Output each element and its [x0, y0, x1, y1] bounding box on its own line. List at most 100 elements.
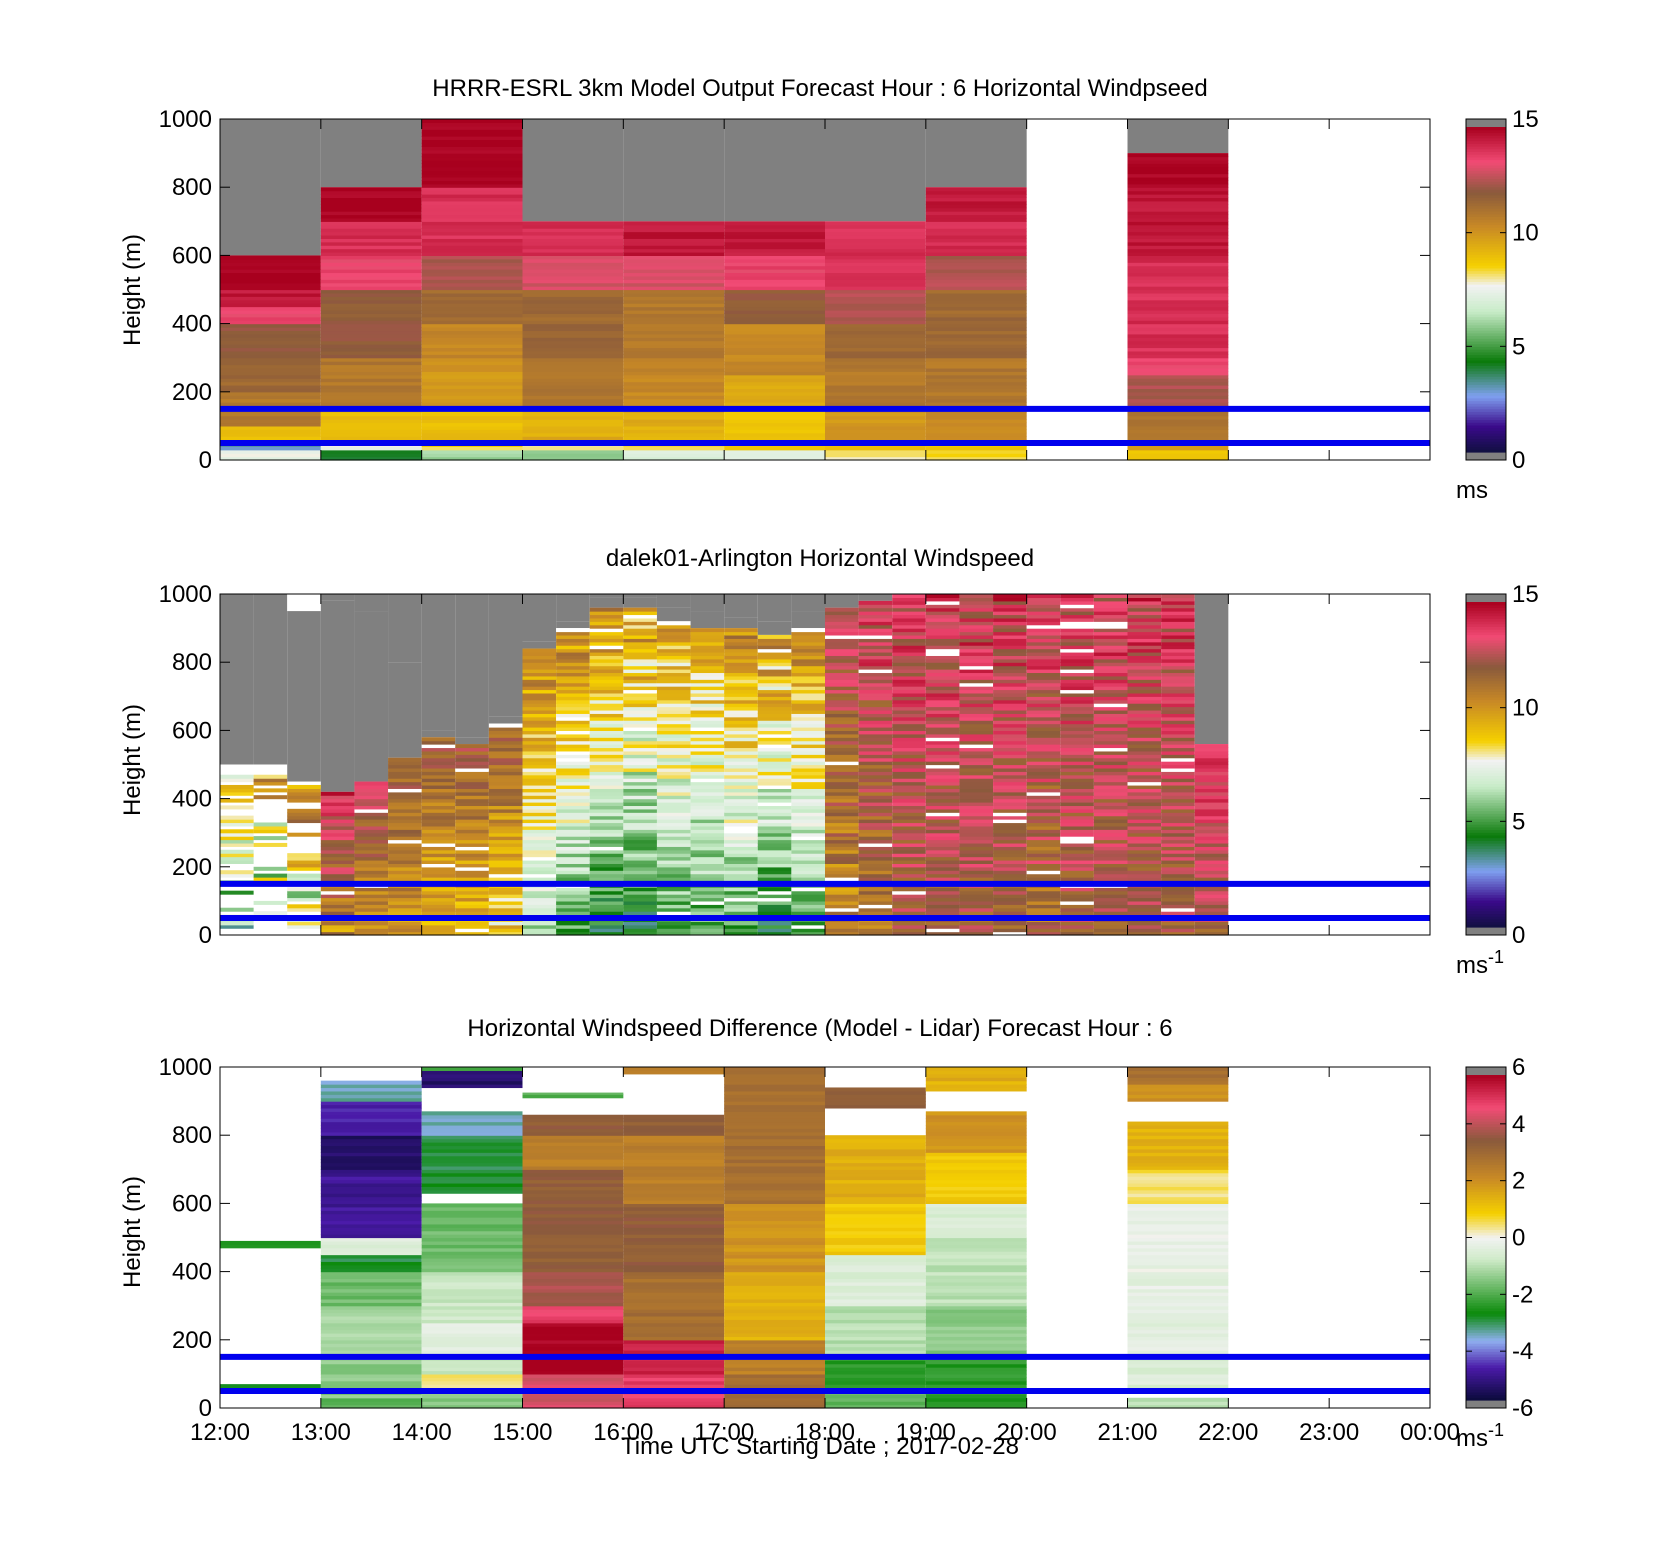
heatmap-cell [690, 808, 725, 813]
heatmap-cell [1093, 791, 1128, 796]
heatmap-cell [522, 1309, 624, 1314]
heatmap-cell [388, 873, 422, 878]
heatmap-cell [1060, 679, 1094, 684]
heatmap-cell [825, 1135, 926, 1140]
heatmap-cell [220, 364, 321, 369]
heatmap-cell [1127, 228, 1229, 233]
colorbar-swatch [1466, 1270, 1506, 1274]
heatmap-cell [825, 641, 859, 646]
heatmap-cell [421, 907, 456, 912]
heatmap-cell [1026, 784, 1061, 789]
heatmap-cell [791, 856, 825, 861]
heatmap-cell [959, 689, 994, 694]
heatmap-cell [623, 696, 657, 701]
heatmap-cell-missing [287, 611, 321, 782]
colorbar-swatch [1466, 1318, 1506, 1323]
heatmap-cell [589, 757, 624, 762]
heatmap-cell [320, 415, 422, 420]
heatmap-cell [656, 645, 691, 650]
heatmap-cell [522, 798, 557, 803]
heatmap-cell [320, 357, 422, 362]
colorbar-swatch [1466, 438, 1506, 442]
heatmap-cell [623, 367, 725, 372]
y-tick-label: 800 [172, 649, 212, 676]
heatmap-cell [925, 446, 1027, 451]
heatmap-cell-missing [220, 594, 254, 765]
heatmap-cell [724, 398, 825, 403]
heatmap-cell [1127, 1404, 1229, 1409]
colorbar-swatch [1466, 761, 1506, 766]
heatmap-cell [724, 1121, 825, 1126]
heatmap-cell [791, 757, 825, 762]
heatmap-cell [1161, 887, 1195, 892]
heatmap-cell [623, 391, 725, 396]
heatmap-cell [1194, 825, 1229, 830]
heatmap-cell [825, 419, 926, 424]
heatmap-cell [724, 245, 825, 250]
heatmap-cell [287, 894, 321, 899]
heatmap-cell [791, 815, 825, 820]
heatmap-cell [623, 357, 725, 362]
colorbar-swatch [1466, 734, 1506, 739]
heatmap-cell [589, 887, 624, 892]
heatmap-cell [388, 791, 422, 796]
heatmap-cell [959, 791, 994, 796]
heatmap-cell [522, 928, 557, 933]
heatmap-cell [522, 347, 624, 352]
heatmap-cell [757, 894, 792, 899]
heatmap-cell [825, 1271, 926, 1276]
heatmap-cell [791, 907, 825, 912]
heatmap-cell [589, 808, 624, 813]
heatmap-cell [320, 924, 355, 929]
heatmap-cell [1026, 921, 1061, 926]
panel-windspeed-difference: Horizontal Windspeed Difference (Model -… [119, 1015, 1533, 1452]
heatmap-cell [354, 894, 389, 899]
heatmap-cell [724, 699, 758, 704]
x-axis-label: Time UTC Starting Date ; 2017-02-28 [621, 1433, 1019, 1460]
colorbar-swatch [1466, 1397, 1506, 1401]
heatmap-cell [623, 1230, 725, 1235]
heatmap-cell [522, 265, 624, 270]
heatmap-cell [925, 645, 960, 650]
heatmap-cell [320, 1360, 422, 1365]
heatmap-cell [925, 662, 960, 667]
heatmap-cell [1026, 815, 1061, 820]
heatmap-cell [320, 419, 422, 424]
heatmap-cell [993, 870, 1027, 875]
heatmap-cell [488, 822, 523, 827]
heatmap-cell [724, 1339, 825, 1344]
heatmap-cell [488, 928, 523, 933]
heatmap-cell [925, 607, 960, 612]
heatmap-cell [455, 788, 489, 793]
heatmap-cell [623, 330, 725, 335]
heatmap-cell [1127, 1213, 1229, 1218]
heatmap-cell [522, 1217, 624, 1222]
heatmap-cell [623, 754, 657, 759]
heatmap-cell [959, 675, 994, 680]
heatmap-cell [488, 802, 523, 807]
heatmap-cell [825, 344, 926, 349]
heatmap-cell [825, 662, 859, 667]
heatmap-cell [488, 744, 523, 749]
heatmap-cell [220, 849, 254, 854]
heatmap-cell [825, 784, 859, 789]
heatmap-cell [1194, 808, 1229, 813]
heatmap-cell [421, 1240, 523, 1245]
heatmap-cell [724, 303, 825, 308]
heatmap-cell [724, 292, 825, 297]
heatmap-cell [825, 1319, 926, 1324]
heatmap-cell [488, 856, 523, 861]
heatmap-cell [1127, 805, 1162, 810]
heatmap-cell [925, 877, 960, 882]
colorbar-swatch [1466, 791, 1506, 795]
heatmap-cell [623, 757, 657, 762]
heatmap-cell-empty [656, 621, 691, 626]
heatmap-cell [1194, 778, 1229, 783]
heatmap-cell [1194, 897, 1229, 902]
heatmap-cell [959, 648, 994, 653]
heatmap-cell [825, 726, 859, 731]
heatmap-cell [690, 747, 725, 752]
heatmap-cell [287, 808, 321, 813]
colorbar-swatch [1466, 797, 1506, 801]
heatmap-cell [892, 703, 926, 708]
